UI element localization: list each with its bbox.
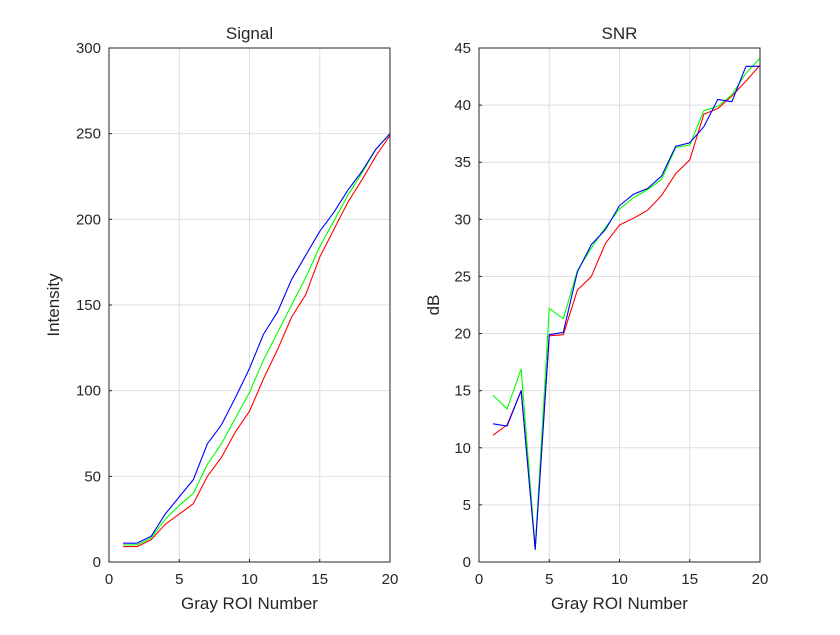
snr-x-axis-label: Gray ROI Number <box>551 594 688 613</box>
snr-y-tick-label: 45 <box>454 40 471 57</box>
snr-y-tick-label: 10 <box>454 440 471 457</box>
snr-series <box>492 57 761 550</box>
snr-x-tick-label: 0 <box>475 571 483 588</box>
signal-y-tick-label: 300 <box>76 40 101 57</box>
snr-y-tick-label: 40 <box>454 97 471 114</box>
snr-x-ticks: 0 5 10 15 20 <box>475 559 769 588</box>
signal-series-line-1 <box>123 135 391 548</box>
signal-x-tick-label: 10 <box>241 571 258 588</box>
snr-x-tick-label: 10 <box>611 571 628 588</box>
snr-plot: 0 5 10 15 20 0 5 10 15 20 25 30 35 40 45 SNR Gray ROI… <box>424 24 768 613</box>
snr-y-tick-label: 35 <box>454 154 471 171</box>
signal-x-axis-label: Gray ROI Number <box>181 594 318 613</box>
signal-y-tick-label: 0 <box>93 554 101 571</box>
signal-x-tick-label: 0 <box>105 571 113 588</box>
snr-x-tick-label: 20 <box>752 571 769 588</box>
signal-series-line-2 <box>123 133 391 546</box>
snr-title: SNR <box>602 24 638 43</box>
snr-y-tick-label: 25 <box>454 268 471 285</box>
snr-series-line-3 <box>492 65 760 550</box>
signal-grid <box>108 47 391 563</box>
signal-y-ticks: 0 50 100 150 200 250 300 <box>76 40 112 571</box>
signal-y-tick-label: 150 <box>76 297 101 314</box>
signal-series <box>123 133 391 548</box>
signal-y-axis-label: Intensity <box>44 273 63 337</box>
snr-x-tick-label: 5 <box>545 571 553 588</box>
snr-y-tick-label: 5 <box>463 497 471 514</box>
signal-y-tick-label: 50 <box>84 468 101 485</box>
snr-y-tick-label: 30 <box>454 211 471 228</box>
signal-x-tick-label: 15 <box>311 571 328 588</box>
snr-y-tick-label: 0 <box>463 554 471 571</box>
snr-x-tick-label: 15 <box>681 571 698 588</box>
snr-y-tick-label: 20 <box>454 326 471 343</box>
snr-y-ticks: 0 5 10 15 20 25 30 35 40 45 <box>454 40 482 571</box>
signal-title: Signal <box>226 24 273 43</box>
signal-x-tick-label: 5 <box>175 571 183 588</box>
signal-x-ticks: 0 5 10 15 20 <box>105 559 399 588</box>
snr-y-axis-label: dB <box>424 295 443 316</box>
signal-y-tick-label: 250 <box>76 126 101 143</box>
snr-y-tick-label: 15 <box>454 383 471 400</box>
signal-plot: 0 5 10 15 20 0 50 100 150 200 250 300 Signal Gray … <box>44 24 398 613</box>
signal-y-tick-label: 100 <box>76 383 101 400</box>
signal-x-tick-label: 20 <box>382 571 399 588</box>
signal-series-line-3 <box>123 133 391 544</box>
signal-y-tick-label: 200 <box>76 211 101 228</box>
